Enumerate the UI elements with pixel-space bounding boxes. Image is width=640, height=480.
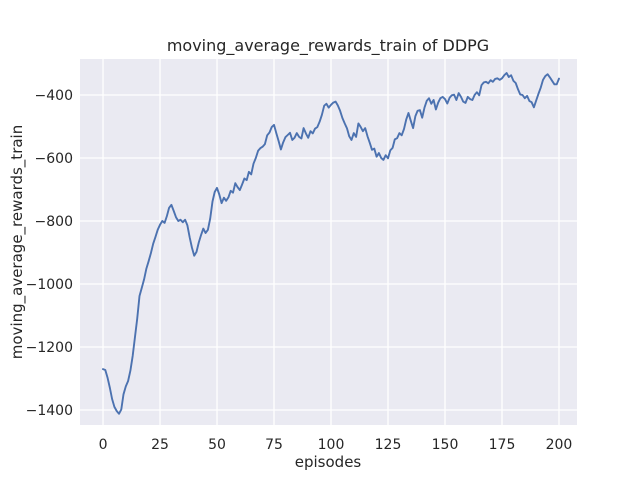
x-tick-label: 125 [375, 437, 402, 453]
x-tick-label: 175 [489, 437, 516, 453]
x-tick-label: 0 [99, 437, 108, 453]
y-tick-label: −600 [35, 151, 73, 167]
reward-line [102, 72, 560, 415]
x-tick-label: 100 [318, 437, 345, 453]
x-tick-label: 75 [265, 437, 283, 453]
axes-background [80, 59, 577, 425]
x-tick-label: 150 [432, 437, 459, 453]
x-axis-label: episodes [294, 453, 362, 471]
chart-title: moving_average_rewards_train of DDPG [166, 36, 490, 55]
y-tick-label: −1200 [26, 340, 73, 356]
y-tick-label: −1400 [26, 403, 73, 419]
y-tick-label: −1000 [26, 277, 73, 293]
x-tick-label: 25 [151, 437, 169, 453]
x-tick-label: 50 [208, 437, 226, 453]
x-tick-label: 200 [546, 437, 573, 453]
y-tick-label: −800 [35, 214, 73, 230]
y-tick-label: −400 [35, 88, 73, 104]
y-axis-label: moving_average_rewards_train [8, 124, 26, 360]
